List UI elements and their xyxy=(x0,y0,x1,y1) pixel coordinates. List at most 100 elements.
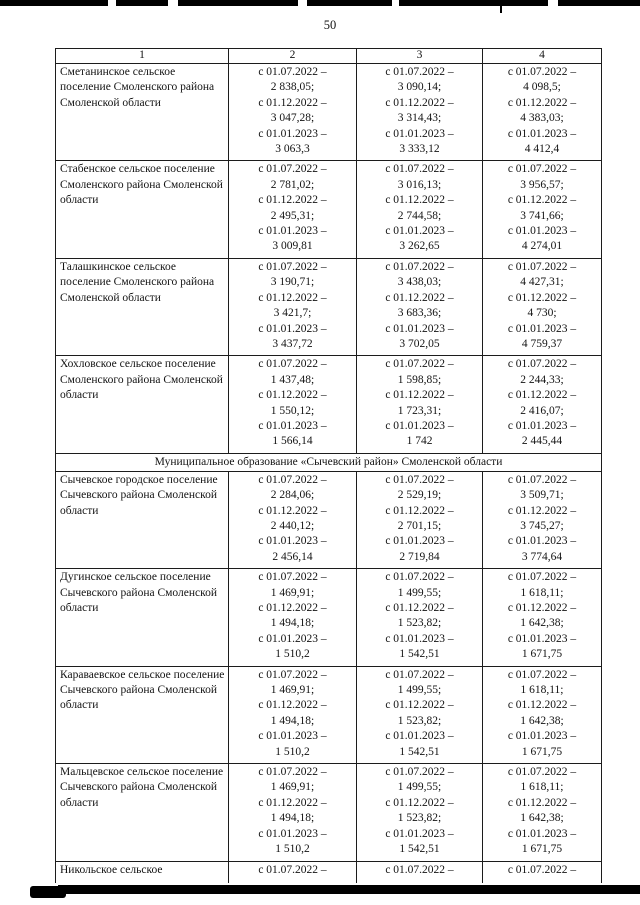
tariff-line: 2 495,31; xyxy=(270,209,315,222)
tariff-value-cell: с 01.07.2022 – 1 618,11; с 01.12.2022 – 1 6… xyxy=(482,665,602,765)
section-header-row: Муниципальное образование «Сычевский рай… xyxy=(55,452,602,472)
tariff-line: 2 456,14 xyxy=(272,550,313,563)
settlement-name: Сычевское городское поселение Сычевского… xyxy=(60,473,218,517)
tariff-line: с 01.01.2023 – xyxy=(258,632,327,645)
tariff-line: 1 523,82; xyxy=(397,714,442,727)
tariff-line: с 01.01.2023 – xyxy=(385,730,454,743)
tariff-line: с 01.12.2022 – xyxy=(507,602,577,614)
tariff-line: с 01.12.2022 – xyxy=(507,194,577,207)
tariff-line: 2 445,44 xyxy=(521,435,563,448)
scan-notch xyxy=(548,0,558,6)
tariff-line: с 01.01.2023 – xyxy=(507,127,577,140)
table-row: Талашкинское сельское поселение Смоленск… xyxy=(55,257,602,357)
tariff-line: 3 741,66; xyxy=(520,209,564,222)
tariff-line: 1 510,2 xyxy=(275,648,310,661)
tariff-line: 2 838,05; xyxy=(270,81,315,94)
tariff-table-body: Сметанинское сельское поселение Смоленск… xyxy=(55,62,602,883)
tariff-line: с 01.12.2022 – xyxy=(385,504,454,517)
tariff-line: 1 523,82; xyxy=(397,617,442,630)
tariff-value-lines: с 01.07.2022 – 1 469,91; с 01.12.2022 – 1 4… xyxy=(230,570,355,662)
tariff-value-cell: с 01.07.2022 – 1 499,55; с 01.12.2022 – 1 5… xyxy=(356,763,483,862)
tariff-value-cell: с 01.07.2022 – 1 469,91; с 01.12.2022 – 1 4… xyxy=(228,568,357,667)
tariff-line: 3 016,13; xyxy=(397,178,442,191)
tariff-table: 1 2 3 4 Сметанинское сельское поселение … xyxy=(55,48,602,883)
tariff-value-cell: с 01.07.2022 – 1 598,85; с 01.12.2022 – 1 7… xyxy=(356,355,483,454)
tariff-line: с 01.01.2023 – xyxy=(258,730,327,743)
tariff-line: с 01.01.2023 – xyxy=(507,322,577,335)
tariff-line: с 01.07.2022 – xyxy=(507,863,577,876)
tariff-value-cell: с 01.07.2022 – 3 016,13; с 01.12.2022 – 2 7… xyxy=(356,160,483,259)
tariff-line: с 01.12.2022 – xyxy=(385,96,454,109)
table-header-row: 1 2 3 4 xyxy=(55,48,602,64)
tariff-line: 3 190,71; xyxy=(270,276,315,289)
tariff-line: с 01.01.2023 – xyxy=(385,225,454,238)
tariff-line: с 01.12.2022 – xyxy=(385,291,454,304)
tariff-line: с 01.01.2023 – xyxy=(258,322,327,335)
tariff-line: с 01.07.2022 – xyxy=(507,163,577,176)
page-number: 50 xyxy=(323,18,337,32)
tariff-value-lines: с 01.07.2022 – xyxy=(358,863,481,880)
tariff-value-cell: с 01.07.2022 – 1 618,11; с 01.12.2022 – 1 6… xyxy=(482,763,602,862)
tariff-line: с 01.07.2022 – xyxy=(258,163,327,176)
tariff-line: с 01.01.2023 – xyxy=(385,632,454,645)
settlement-name-cell: Дугинское сельское поселение Сычевского … xyxy=(55,568,229,667)
settlement-name: Дугинское сельское поселение Сычевского … xyxy=(60,571,218,614)
tariff-line: 3 956,57; xyxy=(520,178,564,191)
tariff-line: 1 642,38; xyxy=(520,714,564,727)
tariff-line: с 01.07.2022 – xyxy=(385,473,454,486)
tariff-line: с 01.07.2022 – xyxy=(385,863,454,876)
tariff-line: с 01.07.2022 – xyxy=(385,163,454,176)
tariff-value-cell: с 01.07.2022 – 2 244,33; с 01.12.2022 – 2 4… xyxy=(482,355,602,454)
tariff-value-lines: с 01.07.2022 – 1 598,85; с 01.12.2022 – 1 7… xyxy=(358,357,481,449)
settlement-name-cell: Хохловское сельское поселение Смоленског… xyxy=(55,355,229,454)
tariff-value-lines: с 01.07.2022 – 3 016,13; с 01.12.2022 – 2 7… xyxy=(358,162,481,254)
tariff-value-lines: с 01.07.2022 – 2 529,19; с 01.12.2022 – 2 7… xyxy=(358,473,481,565)
tariff-value-cell: с 01.07.2022 – 2 838,05; с 01.12.2022 – 3 0… xyxy=(228,62,357,162)
tariff-value-lines: с 01.07.2022 – 1 499,55; с 01.12.2022 – 1 5… xyxy=(358,668,481,760)
tariff-line: с 01.07.2022 – xyxy=(385,668,454,681)
tariff-line: 1 499,55; xyxy=(397,586,442,599)
tariff-line: 3 314,43; xyxy=(397,112,442,125)
tariff-line: с 01.07.2022 – xyxy=(258,66,327,78)
tariff-line: с 01.12.2022 – xyxy=(507,504,577,517)
tariff-line: 1 642,38; xyxy=(520,812,564,825)
tariff-value-cell: с 01.07.2022 – 1 499,55; с 01.12.2022 – 1 5… xyxy=(356,665,483,765)
tariff-line: 2 701,15; xyxy=(397,519,442,532)
tariff-line: 1 723,31; xyxy=(397,404,442,417)
table-row: Дугинское сельское поселение Сычевского … xyxy=(55,568,602,667)
scan-edge-top xyxy=(0,0,640,6)
tariff-line: 3 745,27; xyxy=(520,519,564,532)
tariff-line: 3 774,64 xyxy=(521,550,563,563)
tariff-line: с 01.12.2022 – xyxy=(258,699,327,712)
tariff-line: с 01.07.2022 – xyxy=(507,473,577,486)
tariff-line: с 01.07.2022 – xyxy=(507,260,577,273)
tariff-line: с 01.01.2023 – xyxy=(385,322,454,335)
tariff-line: 1 542,51 xyxy=(399,745,440,758)
tariff-line: с 01.07.2022 – xyxy=(258,863,327,876)
tariff-line: с 01.07.2022 – xyxy=(507,571,577,584)
tariff-line: 1 469,91; xyxy=(270,684,315,697)
tariff-value-lines: с 01.07.2022 – 2 244,33; с 01.12.2022 – 2 4… xyxy=(484,357,600,449)
tariff-line: с 01.01.2023 – xyxy=(507,827,577,840)
tariff-value-lines: с 01.07.2022 – 1 437,48; с 01.12.2022 – 1 5… xyxy=(230,357,355,449)
tariff-line: 3 090,14; xyxy=(397,81,442,94)
tariff-line: с 01.12.2022 – xyxy=(258,291,327,304)
tariff-line: с 01.07.2022 – xyxy=(385,571,454,584)
tariff-value-cell: с 01.07.2022 – 2 529,19; с 01.12.2022 – 2 7… xyxy=(356,470,483,570)
tariff-line: 2 416,07; xyxy=(520,404,564,417)
tariff-line: 1 542,51 xyxy=(399,843,440,856)
tariff-line: с 01.07.2022 – xyxy=(507,358,577,371)
column-header: 1 xyxy=(55,48,229,64)
column-header: 3 xyxy=(356,48,483,64)
tariff-line: с 01.07.2022 – xyxy=(385,66,454,78)
tariff-line: 3 009,81 xyxy=(272,240,313,253)
tariff-line: с 01.12.2022 – xyxy=(258,504,327,517)
tariff-line: 4 098,5; xyxy=(523,81,561,94)
tariff-line: с 01.07.2022 – xyxy=(385,260,454,273)
tariff-line: с 01.12.2022 – xyxy=(507,389,577,402)
tariff-line: с 01.12.2022 – xyxy=(258,796,327,809)
scan-edge-bottom xyxy=(58,885,640,894)
tariff-line: 3 702,05 xyxy=(399,337,440,350)
tariff-line: с 01.07.2022 – xyxy=(258,766,327,779)
tariff-line: с 01.01.2023 – xyxy=(258,225,327,238)
